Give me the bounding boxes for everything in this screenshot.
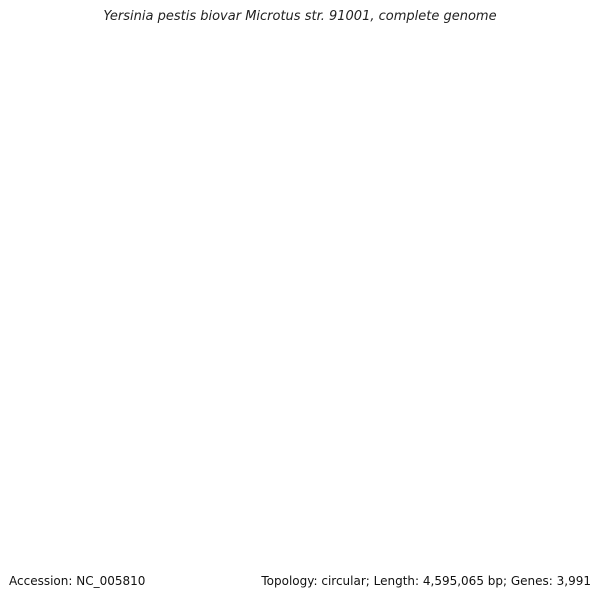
diagram-title: Yersinia pestis biovar Microtus str. 910…	[103, 9, 497, 24]
accession-text: Accession: NC_005810	[9, 574, 146, 588]
genome-summary-text: Topology: circular; Length: 4,595,065 bp…	[261, 574, 591, 588]
